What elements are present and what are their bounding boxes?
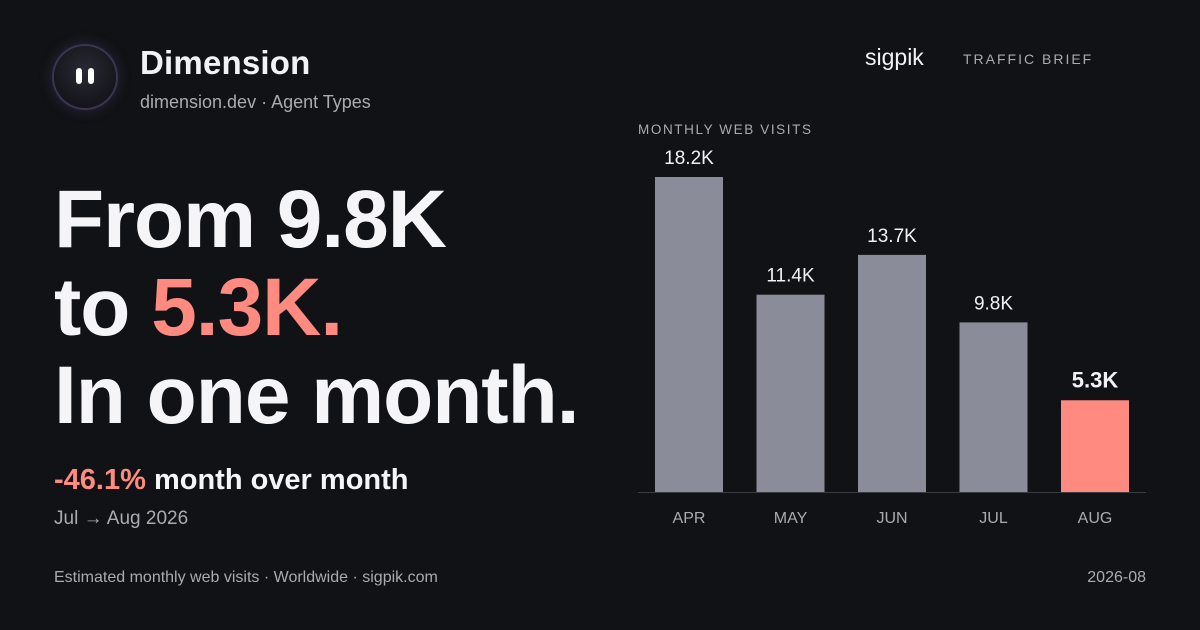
logo-eye-right-icon bbox=[88, 68, 94, 84]
publisher-name: sigpik bbox=[865, 44, 924, 70]
value-label-apr: 18.2K bbox=[664, 148, 714, 169]
bar-jul bbox=[959, 322, 1028, 492]
footer-date: 2026-08 bbox=[1087, 569, 1146, 586]
headline-line-2-prefix: to bbox=[54, 262, 152, 353]
change-label: month over month bbox=[145, 464, 409, 496]
change-summary: -46.1% month over month bbox=[54, 464, 409, 497]
logo-eye-left-icon bbox=[76, 68, 82, 84]
headline: From 9.8K to 5.3K. In one month. bbox=[54, 174, 579, 441]
headline-line-2: to 5.3K. bbox=[54, 264, 578, 352]
x-tick-may: MAY bbox=[774, 510, 808, 527]
x-tick-jul: JUL bbox=[979, 510, 1008, 527]
x-tick-aug: AUG bbox=[1078, 510, 1113, 527]
bar-apr bbox=[655, 177, 723, 492]
brand-name: Dimension bbox=[140, 44, 311, 81]
headline-line-3: In one month. bbox=[54, 350, 579, 441]
change-period: Jul → Aug 2026 bbox=[54, 508, 189, 529]
chart-title: MONTHLY WEB VISITS bbox=[638, 122, 813, 137]
brand-logo bbox=[54, 46, 116, 108]
bar-aug bbox=[1061, 400, 1129, 492]
value-label-jul: 9.8K bbox=[974, 293, 1013, 314]
value-label-may: 11.4K bbox=[766, 266, 815, 287]
brand-subtitle: dimension.dev · Agent Types bbox=[140, 92, 371, 112]
value-label-aug: 5.3K bbox=[1072, 367, 1119, 392]
bar-jun bbox=[858, 254, 926, 492]
change-percent: -46.1% bbox=[54, 464, 146, 496]
publisher-tag: TRAFFIC BRIEF bbox=[963, 51, 1094, 67]
bar-may bbox=[756, 294, 825, 492]
headline-line-1: From 9.8K bbox=[54, 174, 447, 265]
value-label-jun: 13.7K bbox=[867, 226, 917, 247]
x-tick-jun: JUN bbox=[876, 510, 907, 527]
headline-accent-value: 5.3K. bbox=[151, 262, 343, 353]
footer-source: Estimated monthly web visits · Worldwide… bbox=[54, 569, 438, 586]
x-tick-apr: APR bbox=[673, 510, 706, 527]
